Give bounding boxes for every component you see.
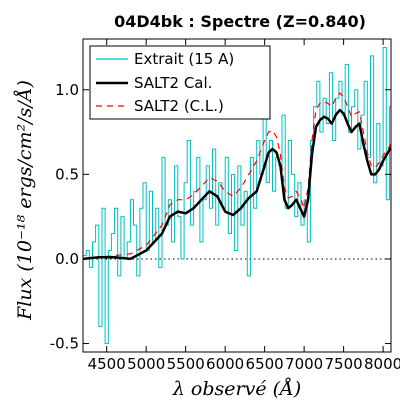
legend-label-salt2-cl: SALT2 (C.L.)	[134, 97, 224, 115]
chart-title: 04D4bk : Spectre (Z=0.840)	[114, 12, 366, 31]
x-tick-label: 5500	[167, 355, 205, 373]
x-axis-label: λ observé (Å)	[172, 378, 301, 400]
series-line-0	[83, 47, 391, 344]
y-tick-label: 0.5	[55, 165, 79, 183]
x-tick-label: 4500	[88, 355, 126, 373]
x-tick-label: 7000	[285, 355, 323, 373]
legend-label-extrait: Extrait (15 A)	[134, 50, 234, 68]
x-tick-label: 6000	[206, 355, 244, 373]
y-tick-label: -0.5	[50, 335, 79, 353]
x-tick-label: 8000	[364, 355, 400, 373]
x-tick-label: 6500	[246, 355, 284, 373]
y-axis-label: Flux (10⁻¹⁸ ergs/cm²/s/Å)	[14, 80, 36, 321]
x-tick-label: 7500	[325, 355, 363, 373]
legend: Extrait (15 A) SALT2 Cal. SALT2 (C.L.)	[89, 45, 271, 120]
series-line-1	[83, 108, 391, 261]
legend-label-salt2-cal: SALT2 Cal.	[134, 74, 212, 92]
y-tick-label: 1.0	[55, 81, 79, 99]
plot-frame	[82, 38, 392, 353]
series-line-2	[83, 92, 391, 260]
y-tick-label: 0.0	[55, 250, 79, 268]
x-tick-label: 5000	[127, 355, 165, 373]
